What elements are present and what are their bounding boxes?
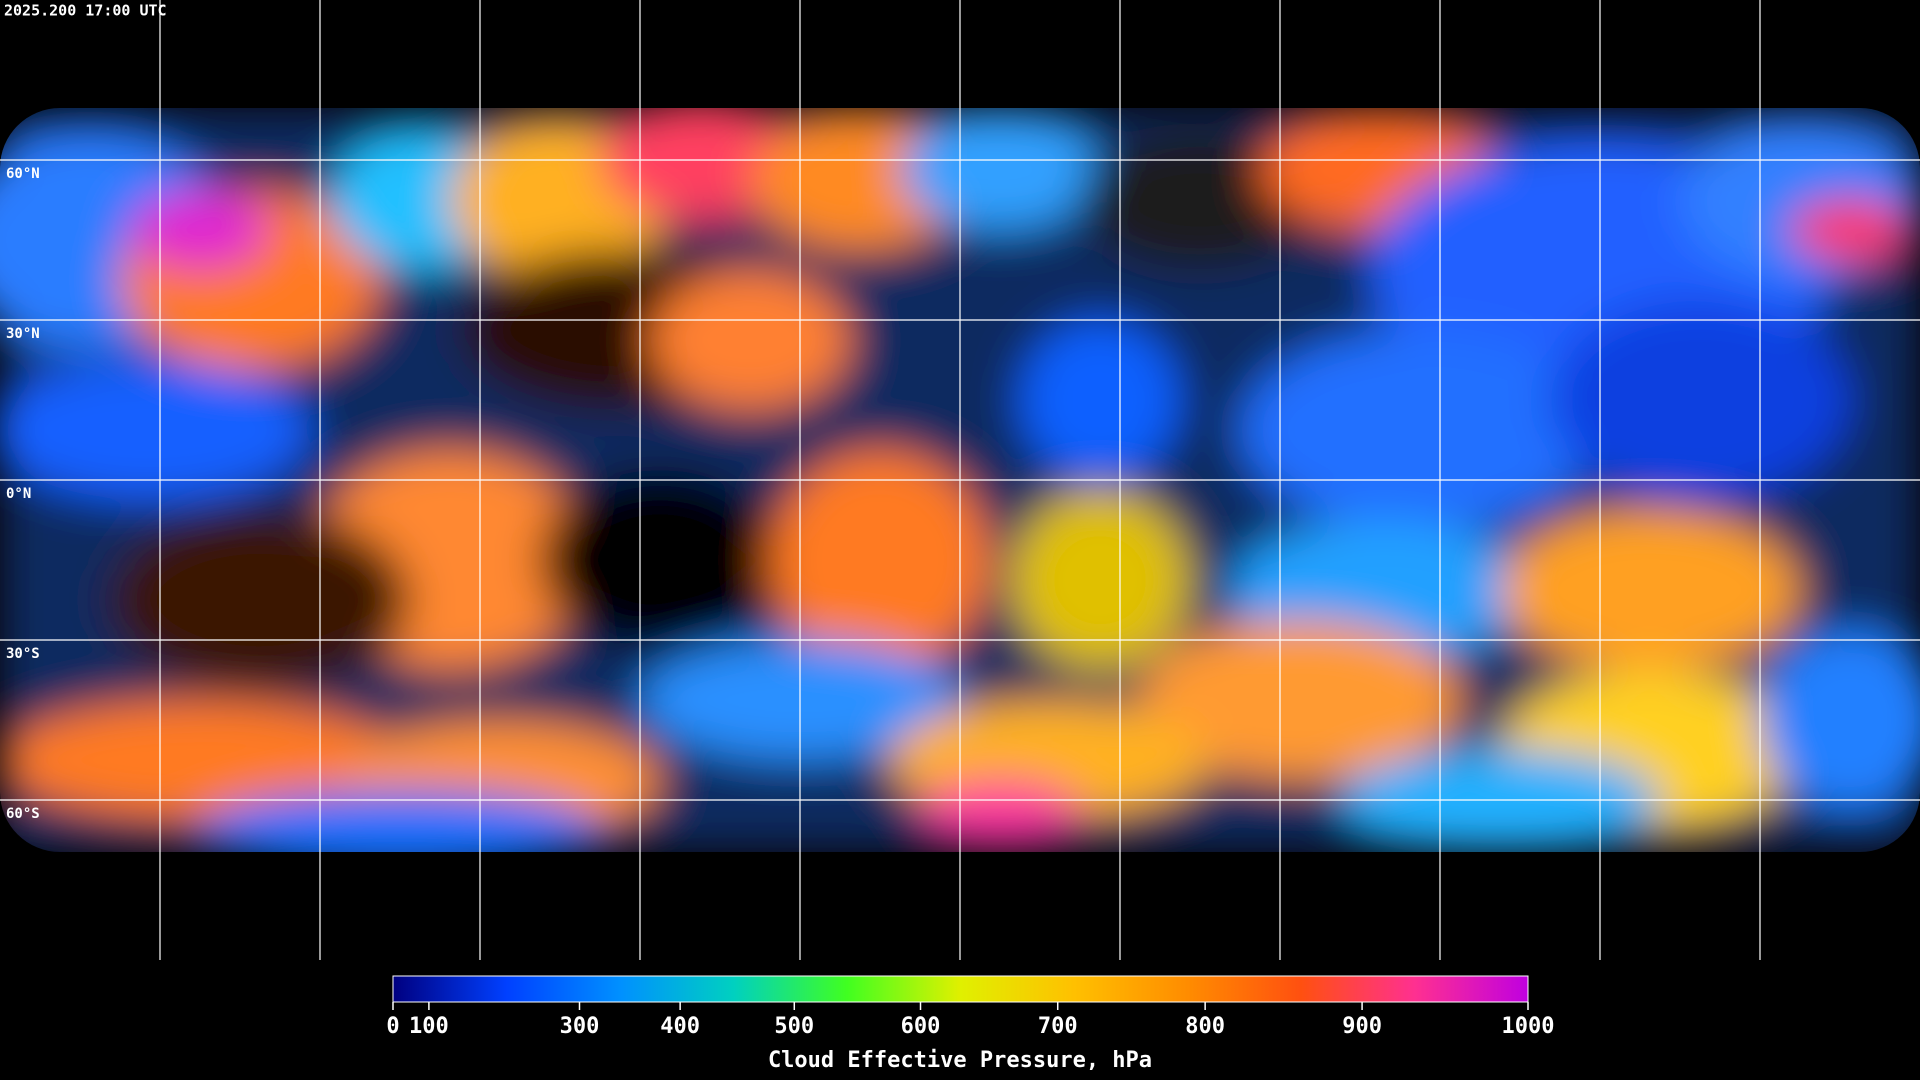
colorbar-tick-label: 0: [386, 1014, 399, 1039]
colorbar-tick-label: 700: [1038, 1014, 1078, 1039]
latitude-label: 30°N: [6, 326, 40, 342]
colorbar-tick-label: 100: [409, 1014, 449, 1039]
latitude-label: 0°N: [6, 486, 31, 502]
colorbar-tick-label: 400: [660, 1014, 700, 1039]
colorbar-tick-label: 900: [1342, 1014, 1382, 1039]
colorbar-tick-label: 1000: [1502, 1014, 1555, 1039]
latitude-label: 60°S: [6, 806, 40, 822]
colorbar-tick-label: 600: [901, 1014, 941, 1039]
timestamp: 2025.200 17:00 UTC: [4, 2, 167, 20]
graticule: 60°N 30°N 0°N 30°S 60°S: [0, 0, 1920, 960]
latitude-label: 30°S: [6, 646, 40, 662]
colorbar: [392, 975, 1529, 1003]
latitude-label: 60°N: [6, 166, 40, 182]
colorbar-tick-label: 300: [560, 1014, 600, 1039]
colorbar-tick-label: 800: [1185, 1014, 1225, 1039]
colorbar-label: Cloud Effective Pressure, hPa: [768, 1048, 1152, 1073]
colorbar-tick-label: 500: [774, 1014, 814, 1039]
